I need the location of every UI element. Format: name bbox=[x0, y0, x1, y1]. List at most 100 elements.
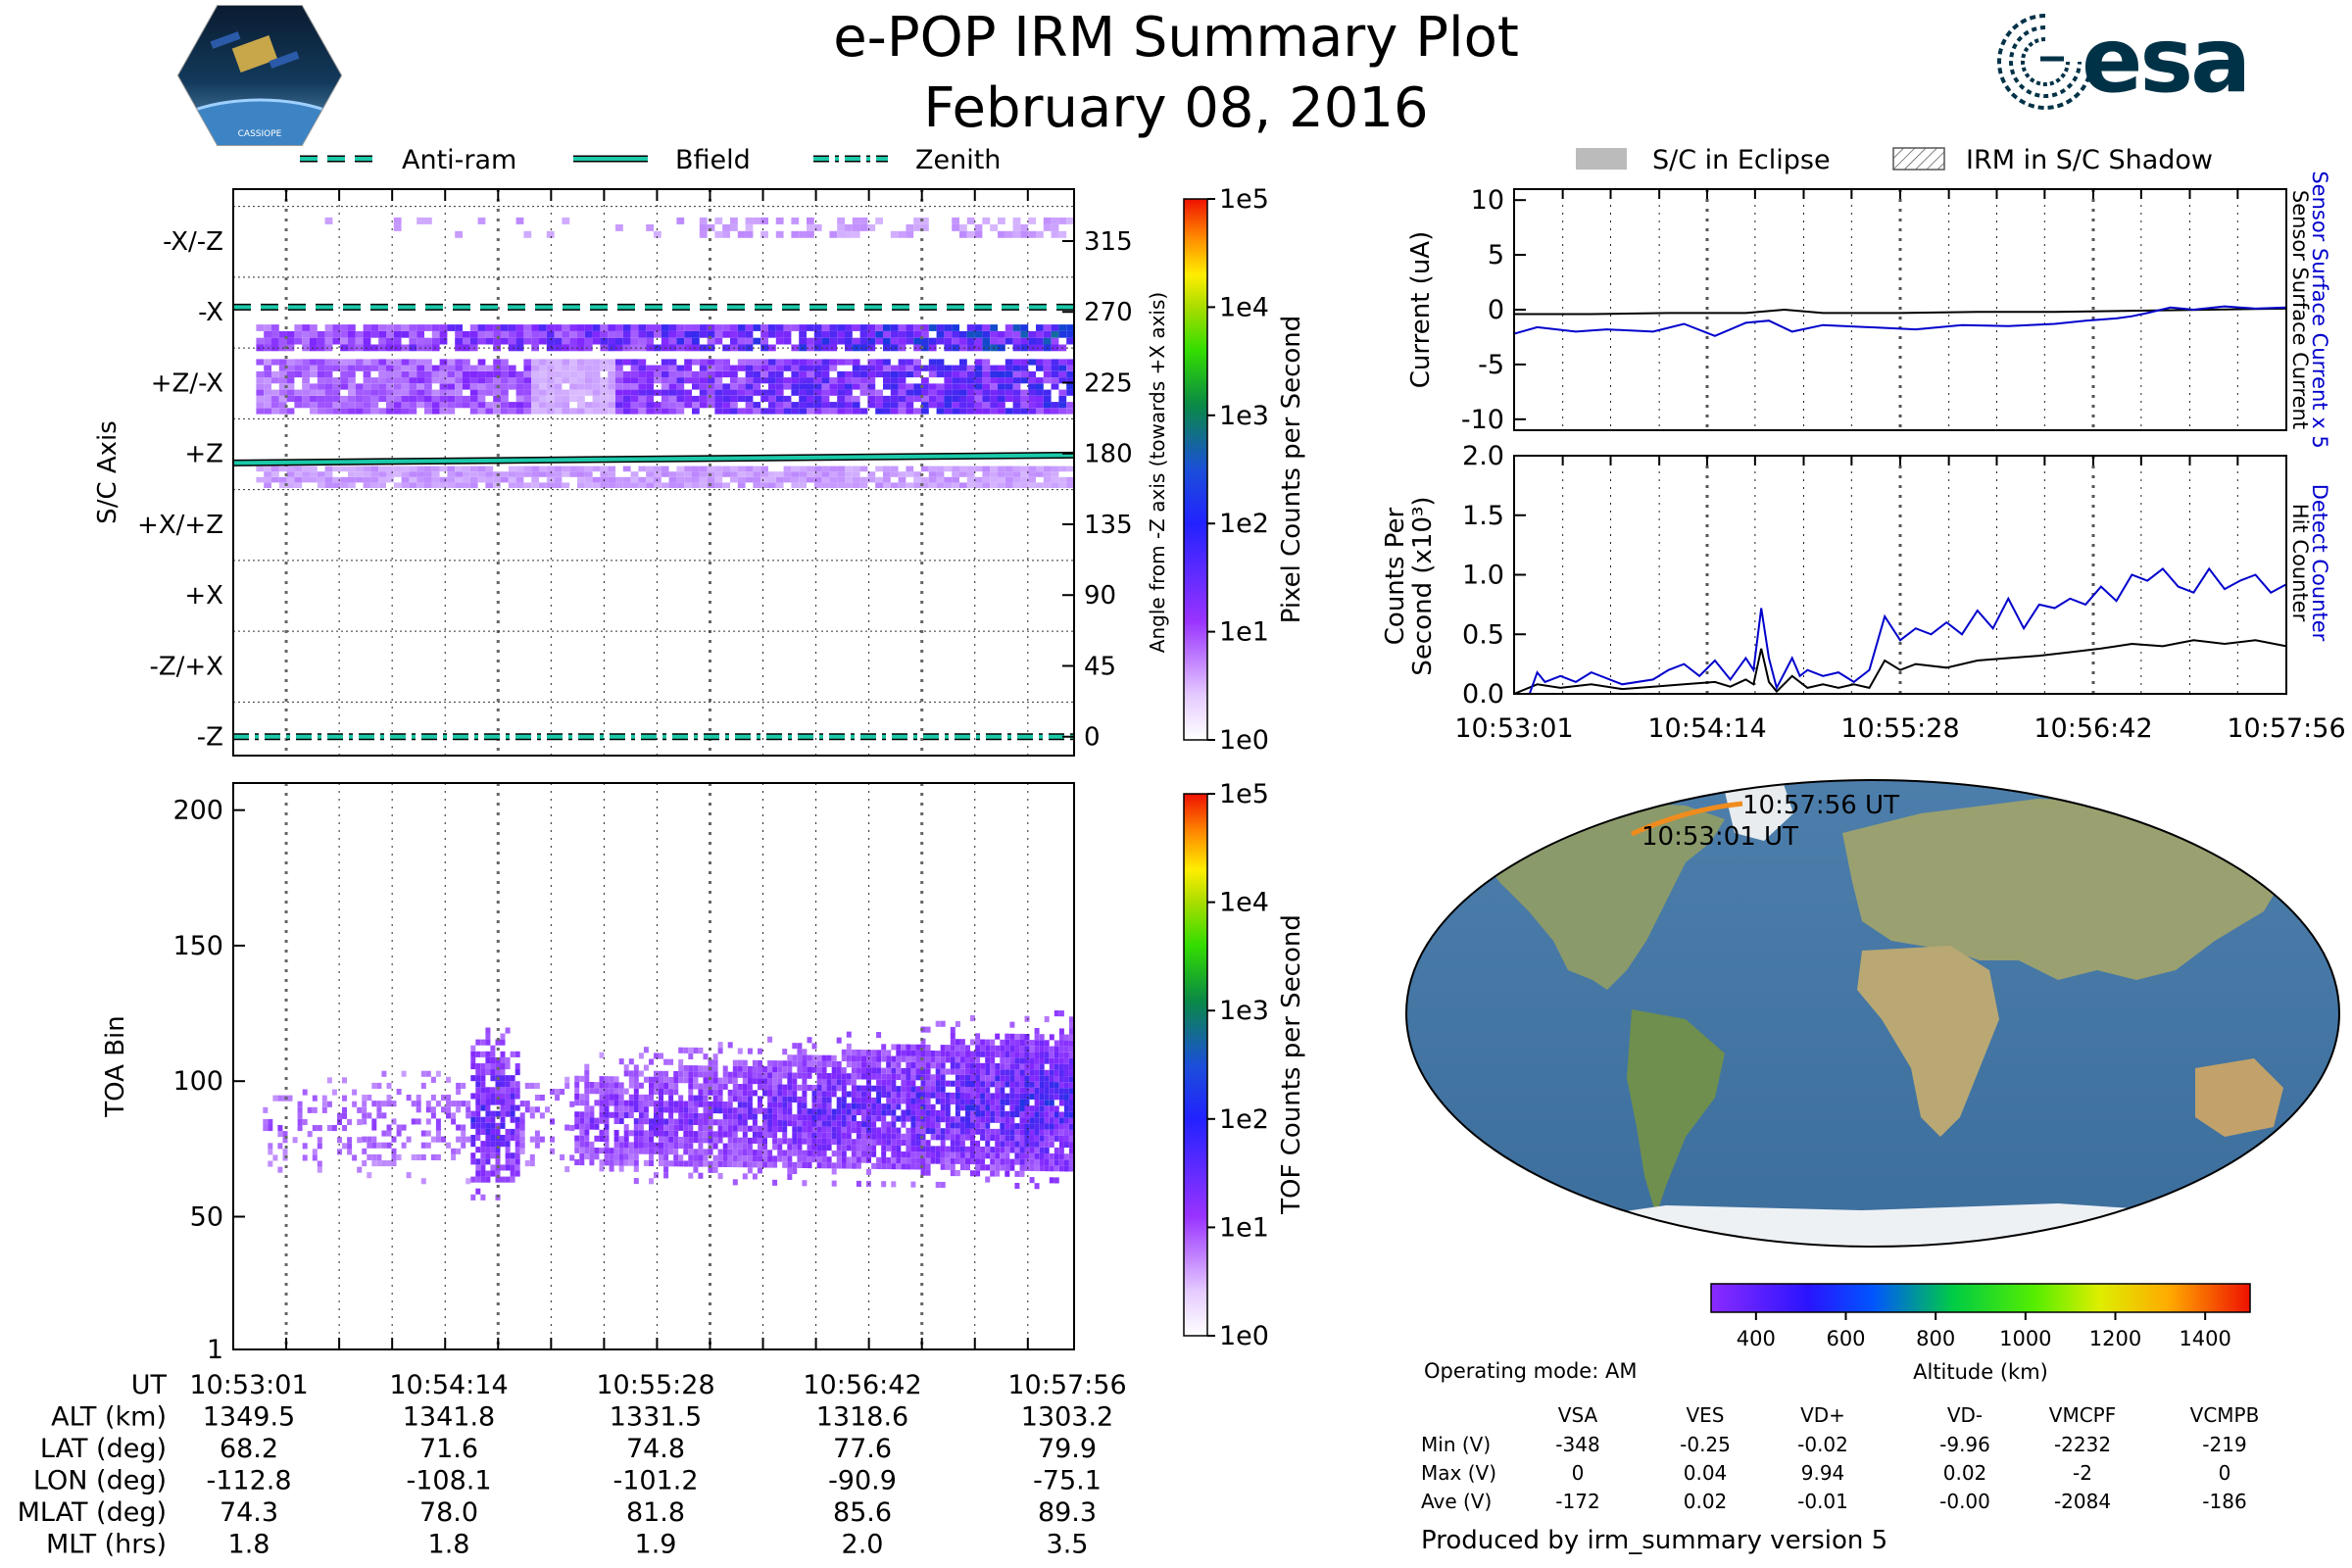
heatmap-cell bbox=[317, 1160, 322, 1167]
heatmap-cell bbox=[821, 476, 830, 483]
heatmap-cell bbox=[883, 359, 891, 366]
heatmap-cell bbox=[708, 1119, 713, 1126]
heatmap-cell bbox=[604, 1082, 610, 1089]
heatmap-cell bbox=[799, 402, 807, 409]
heatmap-cell bbox=[469, 408, 478, 415]
heatmap-cell bbox=[1024, 1135, 1030, 1142]
heatmap-cell bbox=[510, 1158, 515, 1165]
heatmap-cell bbox=[965, 1074, 970, 1081]
heatmap-cell bbox=[508, 476, 516, 483]
heatmap-cell bbox=[891, 1109, 897, 1116]
heatmap-cell bbox=[455, 337, 463, 345]
heatmap-cell bbox=[841, 1102, 847, 1109]
heatmap-cell bbox=[901, 1109, 906, 1116]
voltage-header: VES bbox=[1686, 1403, 1724, 1427]
heatmap-cell bbox=[584, 1088, 590, 1095]
time-table-cell: 1.8 bbox=[428, 1530, 470, 1560]
heatmap-cell bbox=[732, 1119, 738, 1126]
heatmap-cell bbox=[935, 1146, 941, 1152]
heatmap-cell bbox=[294, 365, 303, 371]
heatmap-cell bbox=[584, 383, 593, 390]
heatmap-cell bbox=[531, 408, 539, 415]
heatmap-cell bbox=[1044, 1052, 1050, 1058]
heatmap-cell bbox=[539, 330, 547, 338]
heatmap-cell bbox=[618, 1058, 624, 1065]
heatmap-cell bbox=[618, 1117, 624, 1124]
heatmap-cell bbox=[1000, 1129, 1005, 1136]
heatmap-cell bbox=[1024, 1034, 1030, 1041]
voltage-cell: -2232 bbox=[2054, 1433, 2111, 1456]
heatmap-cell bbox=[439, 383, 448, 390]
heatmap-cell bbox=[515, 217, 524, 224]
heatmap-cell bbox=[435, 1070, 441, 1077]
heatmap-cell bbox=[659, 1124, 663, 1131]
heatmap-cell bbox=[928, 370, 937, 378]
heatmap-cell bbox=[845, 223, 853, 231]
heatmap-cell bbox=[920, 1121, 926, 1128]
counts-ylabel-line1: Counts Per bbox=[1381, 507, 1410, 645]
heatmap-cell bbox=[475, 1104, 481, 1111]
heatmap-cell bbox=[604, 1088, 610, 1095]
heatmap-cell bbox=[829, 482, 838, 488]
heatmap-cell bbox=[391, 1153, 397, 1160]
heatmap-cell bbox=[1014, 1170, 1020, 1177]
heatmap-cell bbox=[505, 1110, 511, 1117]
heatmap-cell bbox=[376, 1106, 382, 1113]
heatmap-cell bbox=[906, 1146, 911, 1152]
heatmap-cell bbox=[767, 1132, 773, 1139]
heatmap-cell bbox=[539, 370, 547, 378]
heatmap-cell bbox=[659, 1136, 663, 1143]
heatmap-cell bbox=[990, 1093, 996, 1100]
heatmap-cell bbox=[935, 1157, 941, 1164]
heatmap-cell bbox=[712, 1160, 718, 1167]
heatmap-cell bbox=[866, 1050, 871, 1056]
heatmap-cell bbox=[1058, 217, 1067, 224]
heatmap-cell bbox=[807, 324, 814, 331]
heatmap-cell bbox=[802, 1054, 808, 1061]
heatmap-cell bbox=[676, 370, 685, 378]
heatmap-cell bbox=[1043, 324, 1052, 331]
heatmap-cell bbox=[475, 1063, 481, 1070]
heatmap-cell bbox=[896, 1157, 902, 1164]
heatmap-cell bbox=[493, 377, 501, 384]
heatmap-cell bbox=[714, 482, 723, 488]
heatmap-cell bbox=[792, 1072, 798, 1079]
heatmap-cell bbox=[712, 1065, 718, 1072]
heatmap-cell bbox=[732, 1154, 738, 1161]
heatmap-cell bbox=[758, 1078, 762, 1085]
voltage-header: VMCPF bbox=[2049, 1403, 2116, 1427]
heatmap-cell bbox=[970, 1068, 975, 1075]
heatmap-cell bbox=[589, 1088, 595, 1095]
heatmap-cell bbox=[928, 395, 937, 403]
heatmap-cell bbox=[890, 408, 899, 415]
heatmap-cell bbox=[920, 1109, 926, 1116]
heatmap-cell bbox=[501, 389, 509, 396]
heatmap-cell bbox=[692, 471, 700, 477]
heatmap-cell bbox=[921, 365, 929, 371]
heatmap-cell bbox=[921, 337, 929, 345]
heatmap-cell bbox=[649, 1142, 654, 1149]
heatmap-cell bbox=[592, 377, 601, 384]
tof-panel-frame bbox=[232, 782, 1075, 1350]
heatmap-cell bbox=[930, 1152, 936, 1158]
heatmap-cell bbox=[1019, 1170, 1025, 1177]
heatmap-cell bbox=[990, 324, 998, 331]
heatmap-cell bbox=[1058, 395, 1067, 403]
heatmap-cell bbox=[604, 1153, 610, 1160]
heatmap-cell bbox=[649, 1178, 654, 1185]
heatmap-cell bbox=[995, 1104, 1001, 1111]
heatmap-cell bbox=[278, 383, 287, 390]
heatmap-cell bbox=[758, 1066, 762, 1073]
heatmap-cell bbox=[577, 471, 585, 477]
heatmap-cell bbox=[990, 1104, 996, 1111]
heatmap-cell bbox=[469, 482, 478, 488]
altitude-tick-label: 1000 bbox=[1999, 1327, 2051, 1350]
heatmap-cell bbox=[826, 1108, 832, 1115]
heatmap-cell bbox=[623, 1100, 629, 1106]
heatmap-cell bbox=[294, 395, 303, 403]
heatmap-cell bbox=[936, 359, 945, 366]
heatmap-cell bbox=[475, 1164, 481, 1171]
heatmap-cell bbox=[409, 402, 417, 409]
heatmap-cell bbox=[851, 1067, 857, 1074]
heatmap-cell bbox=[363, 337, 371, 345]
